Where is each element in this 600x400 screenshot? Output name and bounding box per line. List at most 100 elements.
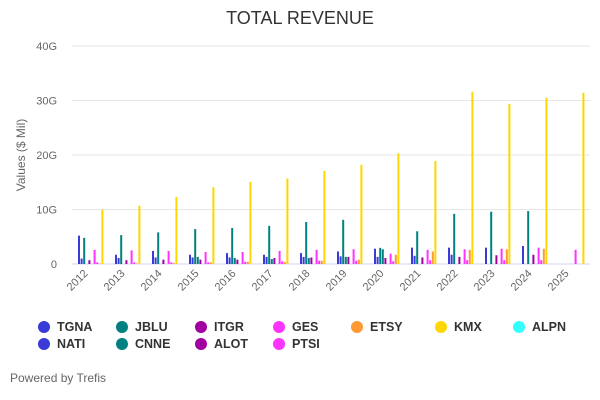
legend-item-ptsi[interactable]: PTSI bbox=[273, 337, 320, 351]
bar-nati-2015 bbox=[191, 257, 194, 264]
bar-kmx-2025 bbox=[582, 92, 585, 265]
legend-label: ALOT bbox=[214, 337, 249, 351]
legend-item-kmx[interactable]: KMX bbox=[435, 320, 482, 334]
bar-kmx-2017 bbox=[286, 178, 289, 264]
x-tick-label: 2020 bbox=[361, 268, 387, 294]
bar-kmx-2012 bbox=[101, 209, 104, 264]
bar-itgr-2015 bbox=[199, 259, 202, 264]
bar-kmx-2023 bbox=[508, 103, 511, 265]
bar-ges-2014 bbox=[167, 250, 170, 264]
x-tick-label: 2023 bbox=[472, 268, 498, 294]
bar-kmx-2018 bbox=[323, 170, 326, 264]
bar-ges-2025 bbox=[574, 249, 577, 264]
bar-ptsi-2024 bbox=[540, 260, 543, 264]
bar-ptsi-2017 bbox=[281, 261, 284, 264]
bar-jblu-2023 bbox=[490, 211, 493, 264]
bar-nati-2020 bbox=[376, 256, 379, 264]
legend-item-etsy[interactable]: ETSY bbox=[351, 320, 403, 334]
bar-ges-2016 bbox=[241, 252, 244, 264]
bar-kmx-2022 bbox=[471, 91, 474, 264]
y-tick-label: 40G bbox=[36, 41, 57, 53]
bar-kmx-2013 bbox=[138, 205, 141, 264]
bar-itgr-2023 bbox=[495, 255, 498, 264]
credit-text: Powered by Trefis bbox=[10, 371, 107, 385]
legend-label: NATI bbox=[57, 337, 86, 351]
bar-ptsi-2014 bbox=[170, 262, 173, 264]
legend-label: ALPN bbox=[532, 320, 567, 334]
bar-etsy-2016 bbox=[246, 261, 249, 264]
x-tick-label: 2014 bbox=[139, 268, 165, 294]
bar-etsy-2018 bbox=[320, 260, 323, 264]
y-tick-label: 30G bbox=[36, 96, 57, 108]
bar-itgr-2017 bbox=[273, 258, 276, 264]
bar-ges-2019 bbox=[352, 249, 355, 264]
bar-itgr-2012 bbox=[88, 260, 91, 264]
bar-ptsi-2023 bbox=[503, 260, 506, 264]
bar-etsy-2014 bbox=[172, 262, 175, 264]
x-tick-label: 2017 bbox=[250, 268, 276, 294]
bar-jblu-2019 bbox=[342, 219, 345, 264]
bar-ges-2020 bbox=[389, 253, 392, 264]
x-tick-label: 2022 bbox=[435, 268, 461, 294]
bar-tgna-2024 bbox=[522, 246, 524, 264]
legend-item-alot[interactable]: ALOT bbox=[195, 337, 248, 351]
legend-item-alpn[interactable]: ALPN bbox=[513, 320, 566, 334]
bar-ges-2024 bbox=[537, 247, 540, 264]
y-axis-label: Values ($ Mil) bbox=[14, 119, 28, 191]
legend-item-cnne[interactable]: CNNE bbox=[116, 337, 170, 351]
bar-jblu-2020 bbox=[379, 247, 382, 264]
bar-ptsi-2016 bbox=[244, 261, 247, 264]
bar-etsy-2022 bbox=[468, 249, 471, 264]
bar-tgna-2021 bbox=[411, 247, 413, 264]
legend-label: CNNE bbox=[135, 337, 171, 351]
x-tick-label: 2025 bbox=[546, 268, 572, 294]
x-tick-label: 2012 bbox=[65, 268, 91, 294]
bar-etsy-2013 bbox=[135, 263, 138, 264]
bar-kmx-2016 bbox=[249, 181, 252, 264]
bar-cnne-2018 bbox=[307, 258, 310, 264]
bar-tgna-2015 bbox=[189, 254, 191, 264]
bar-etsy-2015 bbox=[209, 262, 212, 264]
bar-jblu-2013 bbox=[120, 235, 123, 264]
bar-chart: 0 10G 20G 30G 40G Values ($ Mil) 2012 2013 2014 2… bbox=[14, 41, 590, 294]
x-tick-label: 2021 bbox=[398, 268, 424, 294]
bar-kmx-2024 bbox=[545, 97, 548, 265]
bar-nati-2016 bbox=[228, 257, 231, 264]
legend-label: ITGR bbox=[214, 320, 244, 334]
bar-ges-2021 bbox=[426, 249, 429, 264]
legend-marker-icon bbox=[195, 321, 207, 333]
bar-etsy-2021 bbox=[431, 251, 434, 264]
legend-item-itgr[interactable]: ITGR bbox=[195, 320, 244, 334]
legend-item-tgna[interactable]: TGNA bbox=[38, 320, 92, 334]
bar-cnne-2015 bbox=[196, 256, 199, 264]
legend-marker-icon bbox=[38, 338, 50, 350]
bar-cnne-2016 bbox=[233, 258, 236, 264]
legend-marker-icon bbox=[513, 321, 525, 333]
bar-tgna-2014 bbox=[152, 250, 154, 264]
bar-jblu-2024 bbox=[527, 211, 530, 264]
bar-tgna-2023 bbox=[485, 247, 487, 264]
bar-ges-2015 bbox=[204, 252, 207, 264]
legend-marker-icon bbox=[116, 321, 128, 333]
legend-label: KMX bbox=[454, 320, 482, 334]
y-tick-label: 0 bbox=[51, 259, 57, 271]
bar-tgna-2018 bbox=[300, 253, 302, 264]
legend-item-ges[interactable]: GES bbox=[273, 320, 318, 334]
y-tick-label: 10G bbox=[36, 205, 57, 217]
legend-label: TGNA bbox=[57, 320, 93, 334]
bar-itgr-2019 bbox=[347, 256, 350, 264]
bar-etsy-2019 bbox=[357, 259, 360, 264]
bar-ges-2018 bbox=[315, 249, 318, 264]
bar-itgr-2022 bbox=[458, 256, 461, 264]
bar-nati-2017 bbox=[265, 256, 268, 264]
legend-item-nati[interactable]: NATI bbox=[38, 337, 85, 351]
bar-tgna-2022 bbox=[448, 247, 450, 264]
legend-label: GES bbox=[292, 320, 319, 334]
legend-label: PTSI bbox=[292, 337, 320, 351]
bar-ges-2023 bbox=[500, 248, 503, 264]
bar-itgr-2016 bbox=[236, 259, 239, 264]
bar-jblu-2018 bbox=[305, 222, 308, 264]
bar-tgna-2013 bbox=[115, 254, 117, 264]
legend-item-jblu[interactable]: JBLU bbox=[116, 320, 168, 334]
bar-cnne-2020 bbox=[381, 249, 384, 264]
